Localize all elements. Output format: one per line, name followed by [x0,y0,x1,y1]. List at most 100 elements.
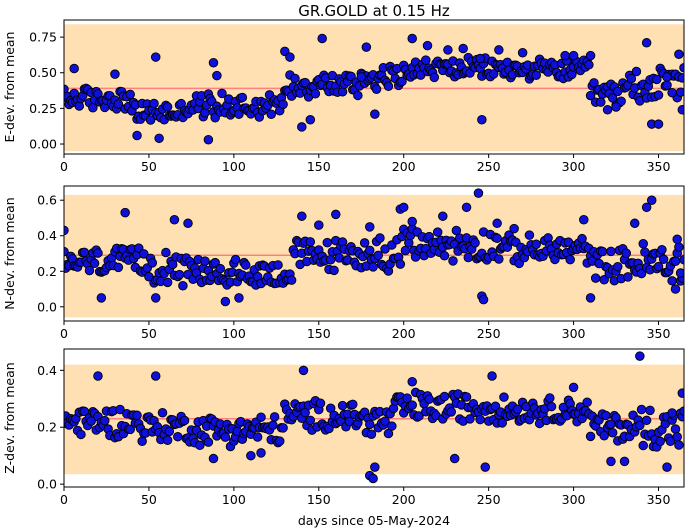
x-tick-label: 50 [141,492,157,507]
data-point [93,371,103,381]
data-point [373,250,383,261]
data-point [432,227,443,237]
data-point [274,436,285,446]
data-point [672,432,682,442]
data-point [162,277,173,288]
data-point [310,88,321,99]
y-tick-label: 0.50 [29,65,57,80]
data-point [531,70,541,81]
data-point [606,456,616,467]
panel-3: 0 50 100 150 200 250 300 350 0.0 0.2 0.4 Z-dev. fro… [2,348,685,507]
data-point [297,122,307,132]
data-point [487,371,497,381]
data-point [448,256,458,266]
y-tick-label: 0.0 [37,299,57,314]
data-point [679,63,684,73]
data-point [585,431,596,442]
data-point [597,246,608,257]
data-point [670,284,681,294]
data-point [145,115,156,125]
panel-1: 0 50 100 150 200 250 300 350 0.00 0.25 0.50 0.75 E-d… [2,19,685,174]
data-point [305,415,316,426]
data-point [217,88,227,99]
data-point [439,251,450,261]
data-point [278,99,288,110]
data-point [290,73,300,84]
data-point [657,244,667,255]
data-point [361,42,372,52]
data-point [162,435,173,445]
data-point [147,258,158,268]
data-point [658,254,669,265]
data-point [509,223,519,234]
data-point [475,53,485,64]
data-points [64,188,684,307]
data-point [653,261,664,272]
data-point [368,262,378,272]
data-point [641,202,652,213]
data-point [246,450,256,461]
data-point [545,393,555,403]
data-point [383,81,394,92]
data-point [203,437,214,447]
data-point [667,87,677,98]
data-point [297,211,307,221]
data-point [674,440,684,450]
data-point [619,456,630,467]
data-point [667,408,677,418]
data-point [494,254,504,264]
data-point [157,408,168,418]
data-point [512,404,523,414]
data-point [96,293,107,303]
data-point [84,265,95,276]
data-point [208,453,219,464]
data-point [524,230,535,240]
x-tick-label: 150 [307,326,331,341]
data-point [132,130,142,141]
data-point [585,50,596,61]
data-point [208,58,219,68]
data-point [653,90,664,100]
axes-frame [63,19,685,155]
data-point [234,109,244,119]
data-point [626,73,637,84]
data-point [273,260,283,270]
data-point [407,33,417,44]
data-point [371,84,382,94]
data-point [473,188,484,198]
x-tick-label: 100 [222,159,246,174]
data-point [560,50,570,61]
data-point [125,424,135,435]
data-point [150,293,161,303]
data-point [599,430,609,441]
data-point [407,400,417,410]
data-point [665,436,676,447]
data-point [465,414,475,424]
data-point [178,280,188,291]
data-point [125,89,135,100]
data-point [662,72,672,82]
data-point [458,43,468,54]
data-point [422,40,433,51]
x-tick-label: 350 [647,159,671,174]
panel-2: 0 50 100 150 200 250 300 350 0.0 0.2 0.4 0.6 N-dev. … [2,185,685,341]
data-point [348,399,358,410]
data-point [256,448,266,458]
data-point [305,115,316,125]
x-tick-label: 100 [222,326,246,341]
data-point [584,60,594,70]
data-point [93,248,103,258]
data-point [375,233,385,243]
data-point [638,440,648,451]
data-point [606,246,616,257]
x-tick-label: 100 [222,492,246,507]
data-point [387,421,397,431]
data-point [579,214,589,225]
x-tick-label: 200 [392,159,416,174]
data-point [674,242,684,252]
data-point [203,134,214,145]
data-point [449,453,460,464]
data-point [677,73,684,83]
y-tick-label: 0.4 [37,228,57,243]
